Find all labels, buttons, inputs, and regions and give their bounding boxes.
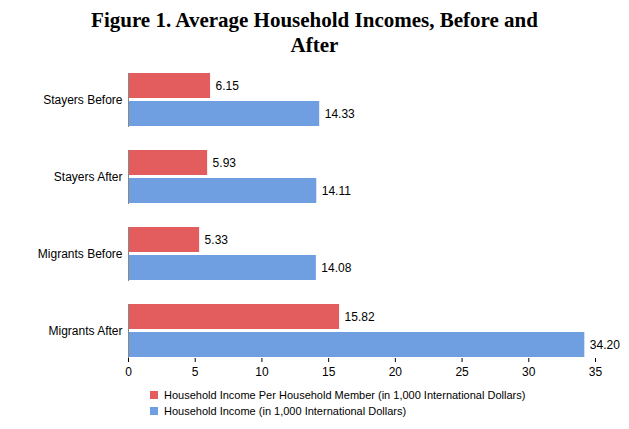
svg-text:20: 20 — [389, 365, 403, 379]
svg-text:34.20: 34.20 — [590, 338, 620, 352]
svg-text:5.93: 5.93 — [213, 156, 237, 170]
svg-text:15.82: 15.82 — [345, 310, 375, 324]
svg-text:Stayers After: Stayers After — [54, 170, 123, 184]
svg-text:Migrants After: Migrants After — [48, 324, 122, 338]
svg-text:Stayers Before: Stayers Before — [43, 93, 123, 107]
svg-text:0: 0 — [125, 365, 132, 379]
svg-text:35: 35 — [589, 365, 603, 379]
svg-text:14.11: 14.11 — [322, 184, 351, 198]
html-text:Household Income (in 1,000 Int: Household Income (in 1,000 International… — [164, 405, 407, 417]
svg-text:Migrants Before: Migrants Before — [38, 247, 123, 261]
html-text:Household Income Per Household: Household Income Per Household Member (i… — [164, 389, 526, 401]
svg-text:30: 30 — [522, 365, 536, 379]
svg-text:14.08: 14.08 — [321, 261, 351, 275]
svg-text:14.33: 14.33 — [325, 107, 355, 121]
svg-text:25: 25 — [455, 365, 469, 379]
svg-text:5.33: 5.33 — [205, 233, 229, 247]
svg-text:5: 5 — [192, 365, 199, 379]
svg-text:15: 15 — [322, 365, 336, 379]
html-text:Figure 1. Average Household In: Figure 1. Average Household Incomes, Bef… — [91, 8, 538, 57]
svg-text:10: 10 — [255, 365, 269, 379]
svg-text:6.15: 6.15 — [216, 79, 240, 93]
